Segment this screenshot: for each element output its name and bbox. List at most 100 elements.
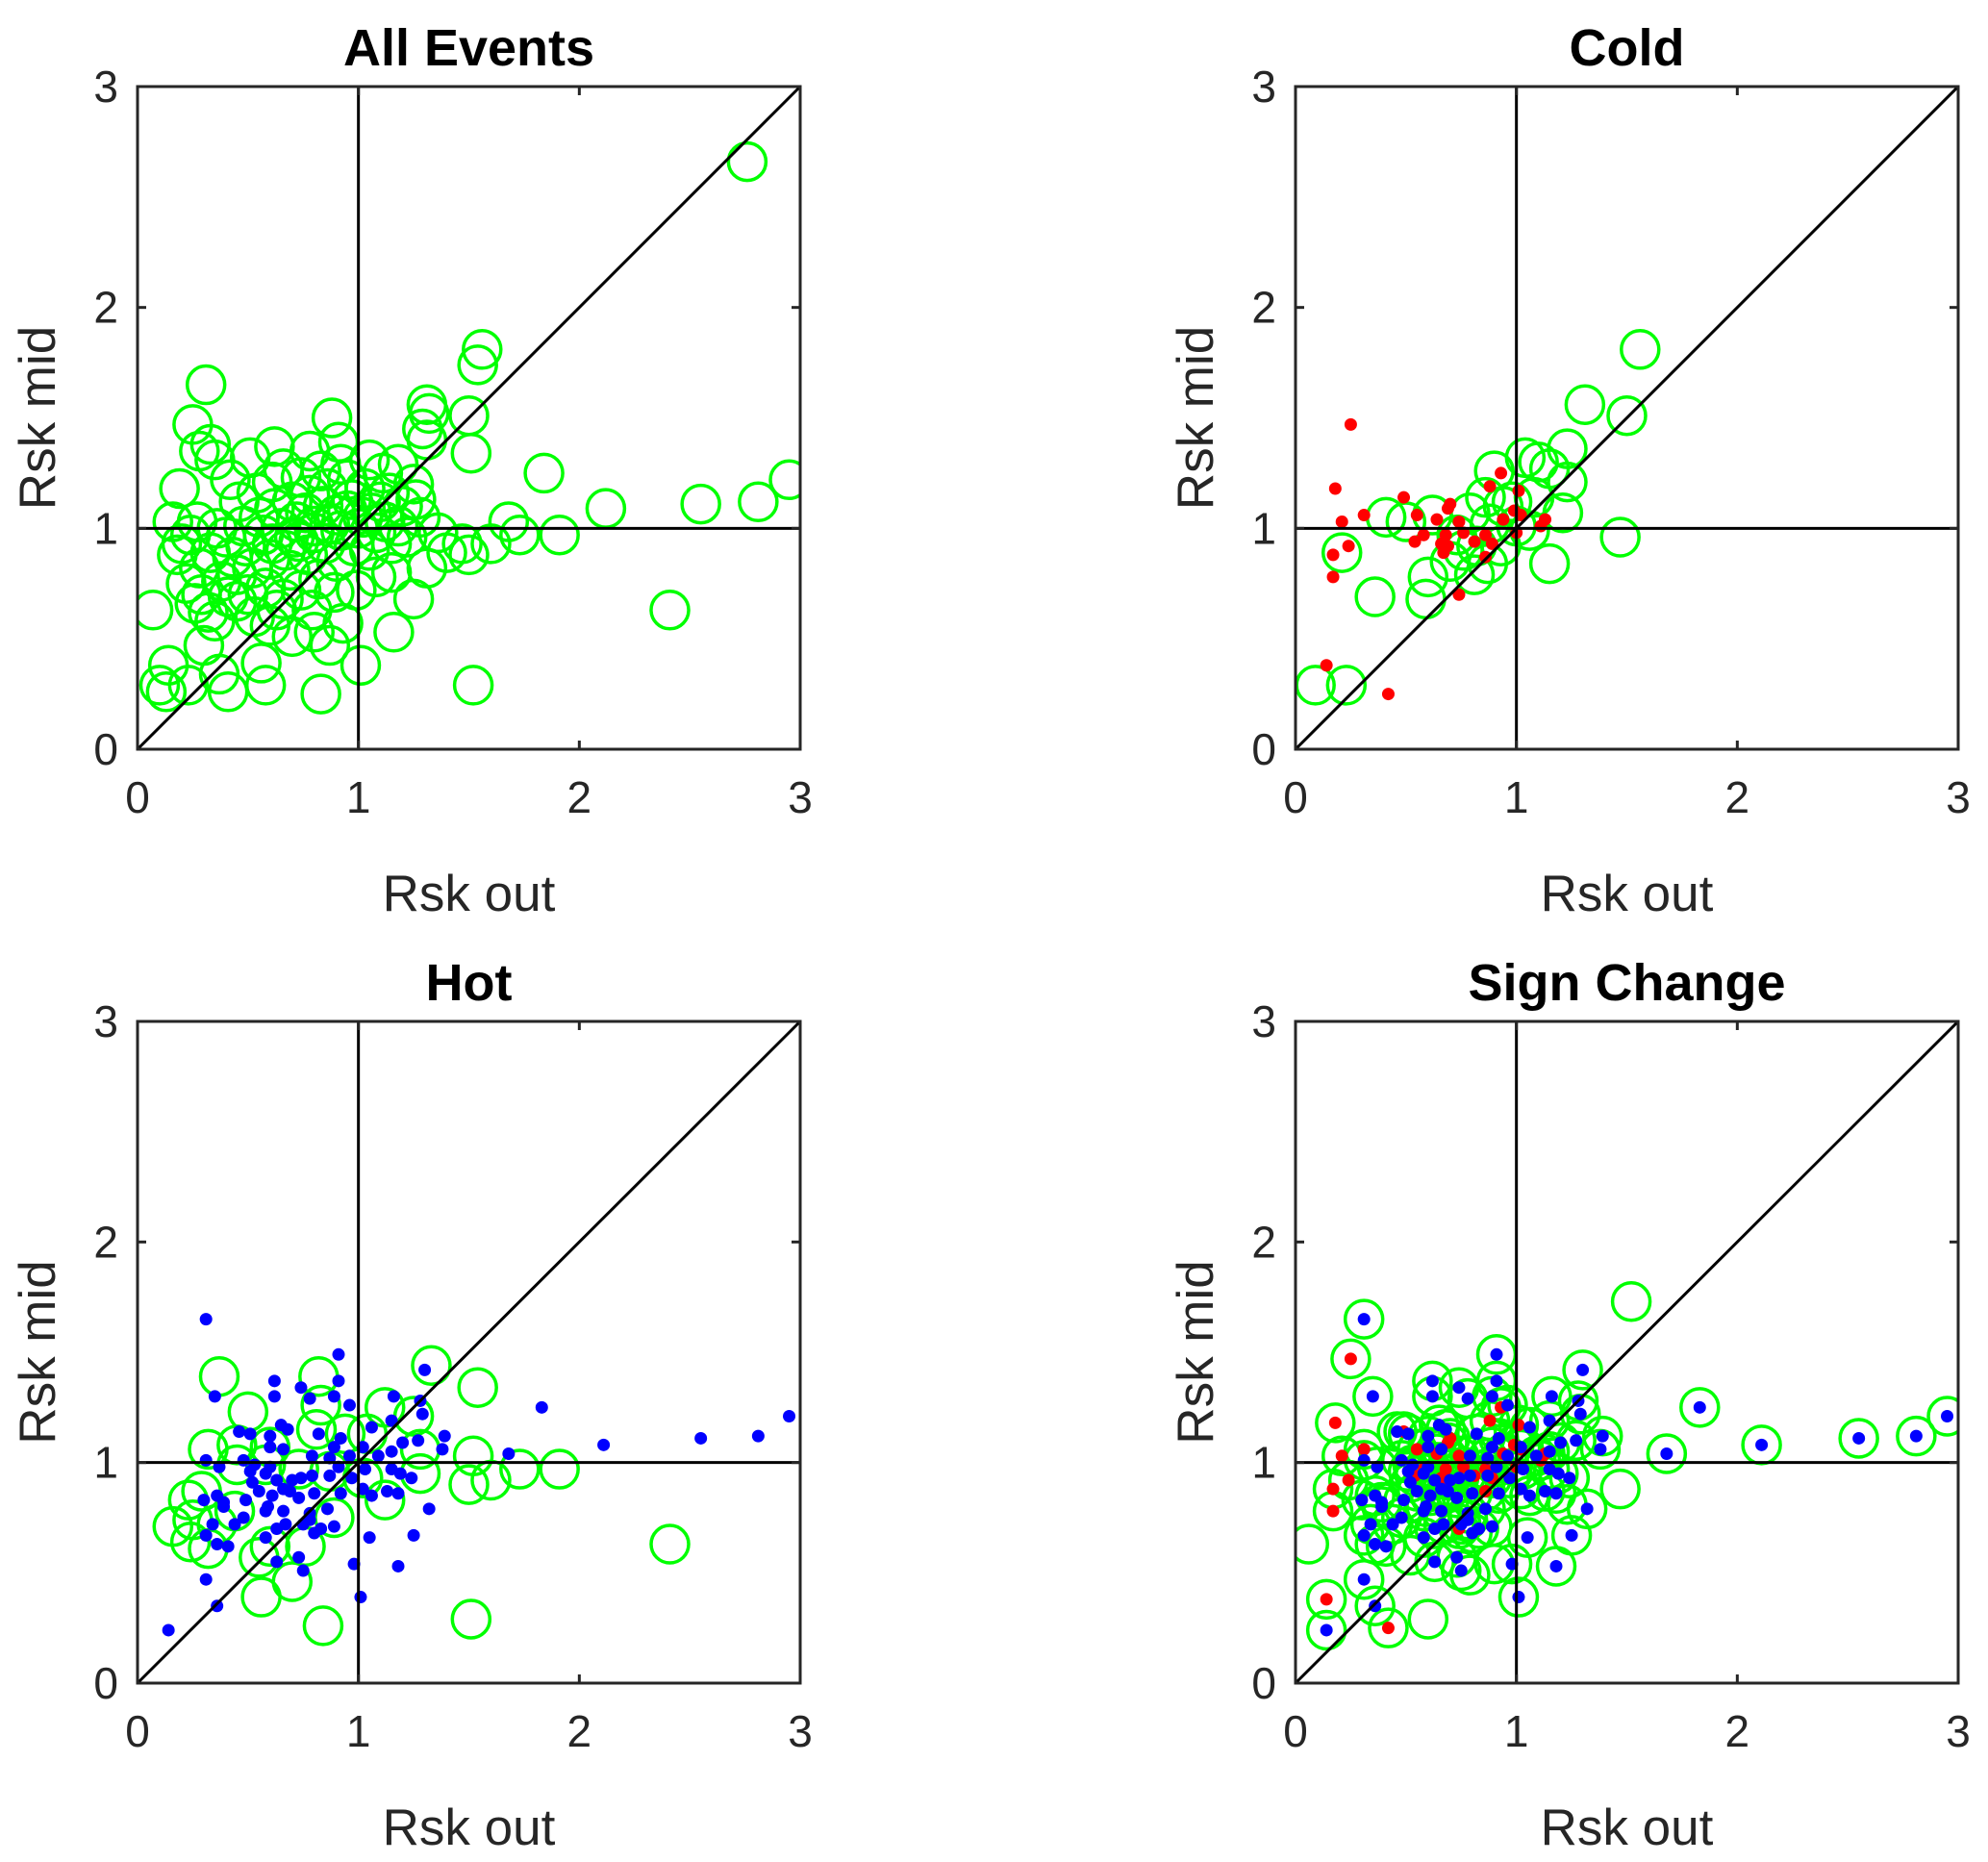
data-point-circle — [1487, 1384, 1528, 1426]
x-tick-labels: 0 1 2 3 — [1283, 1706, 1971, 1756]
data-point-hot — [206, 1518, 219, 1531]
data-point-circle — [1368, 1607, 1409, 1648]
data-point-hot — [1549, 1559, 1563, 1573]
reference-line-diagonal — [136, 1019, 802, 1685]
data-point-hot — [1452, 1381, 1466, 1395]
data-point-hot — [1479, 1502, 1493, 1516]
data-point-hot — [783, 1410, 796, 1423]
data-point-circle — [649, 590, 691, 631]
data-point-hot — [296, 1564, 310, 1577]
data-point-hot — [391, 1487, 405, 1500]
y-tick-label: 3 — [1251, 62, 1276, 112]
data-point-hot — [1543, 1445, 1556, 1458]
x-tick-label: 3 — [788, 772, 813, 822]
x-tick-label: 1 — [346, 1706, 371, 1756]
data-point-circle — [1330, 1338, 1371, 1380]
data-point-circle — [183, 624, 225, 667]
data-point-hot — [1395, 1453, 1408, 1467]
data-point-hot — [245, 1475, 259, 1489]
data-point-hot — [308, 1526, 321, 1540]
data-point-hot — [259, 1467, 272, 1480]
data-point-hot — [237, 1511, 250, 1524]
data-point-hot — [305, 1449, 318, 1463]
data-point-hot — [294, 1381, 308, 1395]
data-point-circle — [251, 523, 293, 565]
data-point-circle — [457, 344, 498, 386]
data-point-hot — [1539, 1484, 1552, 1497]
data-point-hot — [1492, 1487, 1505, 1500]
data-point-cold — [1468, 535, 1481, 548]
data-point-hot — [1369, 1599, 1382, 1613]
data-point-circle — [411, 1345, 452, 1387]
reference-line-diagonal — [136, 85, 802, 751]
data-point-hot — [1545, 1390, 1558, 1403]
axes-frame — [1294, 85, 1960, 751]
y-axis-label: Rsk mid — [10, 1260, 66, 1444]
x-tick-label: 0 — [125, 772, 150, 822]
data-point-cold — [1328, 1416, 1342, 1429]
data-point-circle — [1453, 554, 1496, 595]
panel-title: All Events — [343, 19, 594, 77]
data-point-circle — [307, 467, 348, 510]
data-point-circle — [1606, 394, 1648, 437]
data-point-circle — [295, 1409, 338, 1450]
data-point-circle — [1528, 542, 1571, 585]
y-tick-label: 2 — [93, 1217, 118, 1267]
y-axis-label: Rsk mid — [10, 326, 66, 510]
data-point-hot — [1909, 1429, 1923, 1443]
data-point-hot — [1417, 1504, 1430, 1518]
data-point-hot — [334, 1431, 347, 1445]
y-tick-label: 3 — [93, 62, 118, 112]
data-point-hot — [1576, 1363, 1590, 1376]
data-point-circle — [1547, 461, 1588, 503]
data-point-hot — [438, 1429, 451, 1443]
panel-sign-change: Sign Change 0 1 2 3 0 1 2 3 Rsk out Rsk mid — [1168, 954, 1971, 1856]
data-point-hot — [1366, 1390, 1379, 1403]
data-point-circle — [145, 671, 188, 713]
data-point-hot — [1441, 1484, 1454, 1497]
data-point-hot — [1461, 1392, 1474, 1405]
data-point-hot — [259, 1531, 272, 1545]
data-point-circle — [1548, 1457, 1591, 1498]
data-point-circle — [311, 397, 353, 439]
data-point-circle — [174, 583, 215, 624]
data-point-circle — [1535, 1546, 1577, 1587]
data-point-hot — [1941, 1410, 1954, 1423]
data-point-circle — [364, 1479, 406, 1521]
data-point-hot — [308, 1487, 321, 1500]
data-point-hot — [1693, 1400, 1706, 1414]
data-point-hot — [270, 1555, 284, 1569]
data-point-hot — [264, 1429, 277, 1443]
data-point-hot — [1379, 1540, 1393, 1553]
x-tick-label: 1 — [346, 772, 371, 822]
data-point-hot — [1490, 1374, 1503, 1388]
data-point-hot — [286, 1473, 299, 1487]
data-point-circle — [278, 1448, 319, 1490]
data-point-hot — [1485, 1441, 1498, 1454]
data-point-hot — [1450, 1491, 1464, 1504]
y-axis-label: Rsk mid — [1168, 1260, 1224, 1444]
data-point-circle — [1926, 1396, 1958, 1437]
data-point-hot — [239, 1494, 253, 1507]
data-point-hot — [365, 1421, 378, 1434]
data-point-cold — [1335, 515, 1348, 528]
data-point-circle — [450, 1598, 492, 1640]
data-point-circle — [1599, 516, 1641, 558]
data-point-circle — [207, 576, 249, 617]
data-point-cold — [1512, 484, 1525, 497]
data-point-cold — [1326, 1482, 1340, 1496]
data-point-circle — [273, 516, 315, 558]
data-point-circle — [300, 1384, 341, 1426]
x-tick-label: 2 — [1725, 772, 1750, 822]
y-tick-label: 3 — [93, 996, 118, 1046]
data-point-hot — [342, 1449, 356, 1463]
data-point-circle — [302, 1605, 344, 1647]
data-point-hot — [1364, 1518, 1377, 1531]
y-tick-label: 0 — [93, 1658, 118, 1708]
data-point-hot — [1594, 1443, 1607, 1456]
data-point-circle — [726, 140, 768, 183]
data-point-circle — [539, 1448, 580, 1490]
data-point-circle — [470, 523, 512, 565]
data-point-circle — [169, 1521, 212, 1563]
y-tick-labels: 0 1 2 3 — [1251, 996, 1276, 1708]
